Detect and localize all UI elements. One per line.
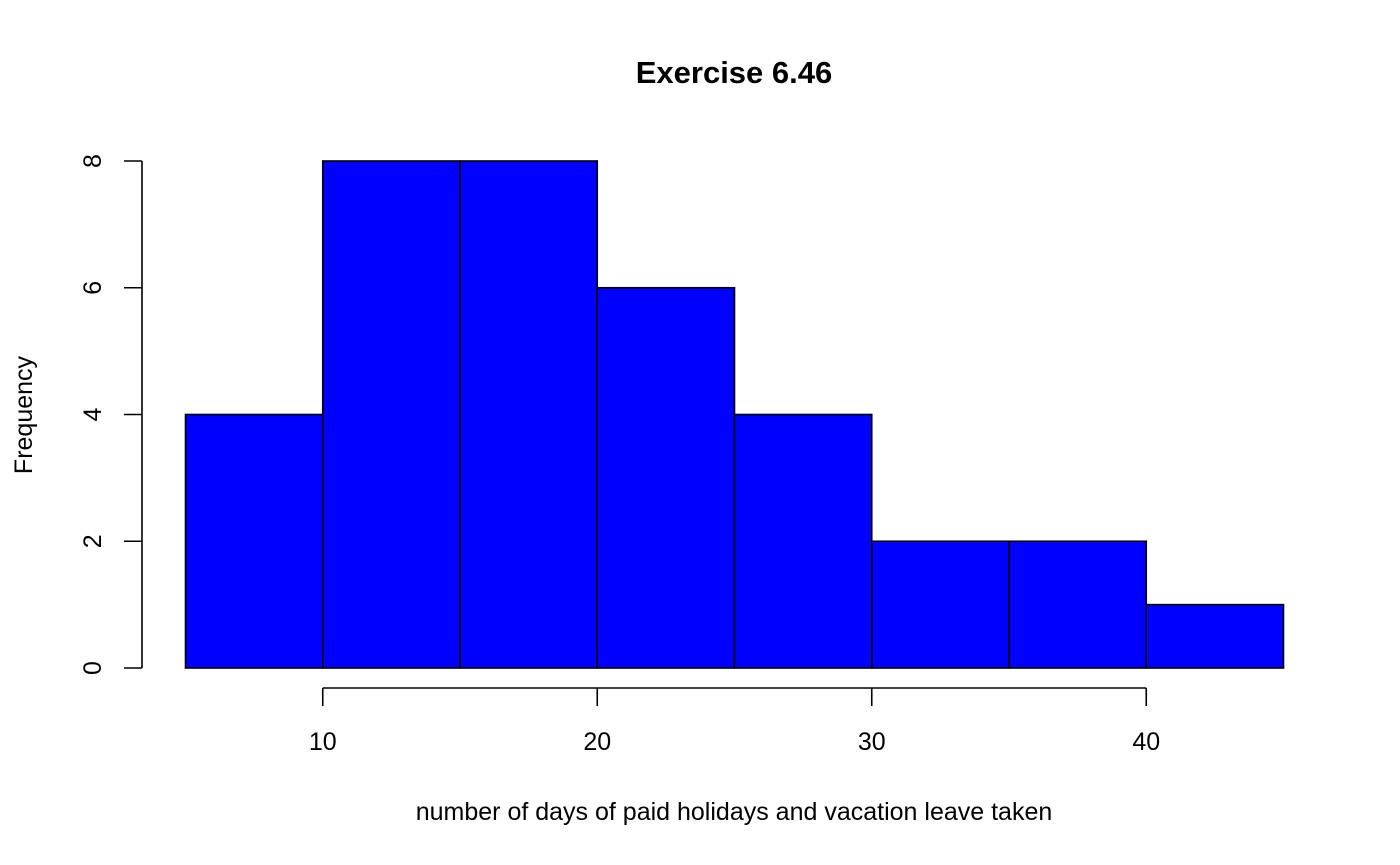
- x-tick-label: 40: [1132, 728, 1160, 756]
- y-axis-label: Frequency: [10, 355, 38, 474]
- x-tick-label: 10: [309, 728, 337, 756]
- y-tick-label: 4: [79, 407, 107, 421]
- y-tick-label: 0: [79, 661, 107, 675]
- y-tick-label: 8: [79, 154, 107, 168]
- histogram-bar: [596, 286, 736, 669]
- chart-title: Exercise 6.46: [636, 55, 833, 90]
- y-tick-label: 6: [79, 281, 107, 295]
- y-axis: 0 2 4 6 8: [79, 154, 143, 675]
- bars-group: [184, 160, 1285, 669]
- x-axis-label: number of days of paid holidays and vaca…: [416, 798, 1053, 826]
- histogram-bar: [321, 160, 461, 669]
- x-tick-label: 30: [858, 728, 886, 756]
- histogram-bar: [733, 413, 873, 669]
- histogram-bar: [459, 160, 599, 669]
- x-tick-label: 20: [583, 728, 611, 756]
- histogram-bar: [1008, 540, 1148, 669]
- histogram-bar: [1145, 603, 1285, 669]
- x-axis: 10 20 30 40: [309, 687, 1160, 756]
- y-tick-label: 2: [79, 534, 107, 548]
- histogram-bar: [184, 413, 324, 669]
- histogram-bar: [870, 540, 1010, 669]
